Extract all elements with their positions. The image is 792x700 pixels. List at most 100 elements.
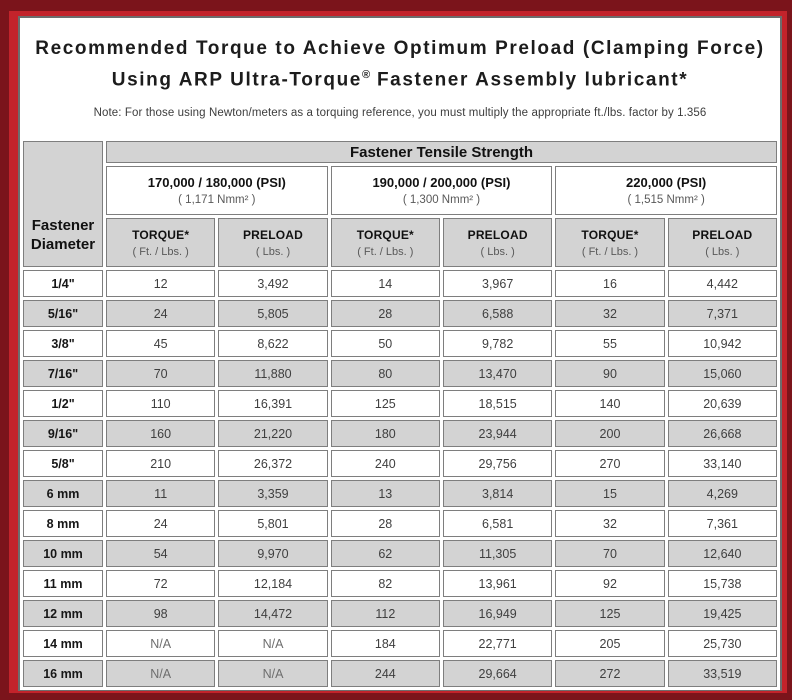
diameter-cell: 11 mm bbox=[23, 570, 103, 597]
page-title-line1: Recommended Torque to Achieve Optimum Pr… bbox=[35, 38, 765, 59]
diameter-cell: 14 mm bbox=[23, 630, 103, 657]
diameter-cell: 5/8" bbox=[23, 450, 103, 477]
value-cell: 15,060 bbox=[667, 360, 777, 387]
torque-table: Fastener Diameter Fastener Tensile Stren… bbox=[20, 138, 780, 690]
diameter-cell: 8 mm bbox=[23, 510, 103, 537]
value-cell: 8,622 bbox=[218, 330, 328, 357]
value-cell: 98 bbox=[106, 600, 216, 627]
value-cell: 55 bbox=[555, 330, 665, 357]
value-cell: 205 bbox=[555, 630, 665, 657]
note-text: Note: For those using Newton/meters as a… bbox=[93, 107, 707, 120]
value-cell: 23,944 bbox=[442, 420, 553, 447]
preload-label-2: PRELOAD bbox=[467, 227, 528, 242]
preload-subheader-2: PRELOAD ( Lbs. ) bbox=[442, 218, 553, 267]
value-cell: 11,305 bbox=[442, 540, 553, 567]
value-cell: N/A bbox=[106, 630, 216, 657]
value-cell: 14 bbox=[330, 270, 440, 297]
preload-unit-3: ( Lbs. ) bbox=[705, 245, 740, 258]
value-cell: 200 bbox=[555, 420, 665, 447]
value-cell: 45 bbox=[106, 330, 216, 357]
title-line2-prefix: Using ARP Ultra-Torque bbox=[111, 69, 362, 91]
torque-unit-1: ( Ft. / Lbs. ) bbox=[132, 245, 189, 258]
value-cell: 26,372 bbox=[218, 450, 328, 477]
torque-unit-3: ( Ft. / Lbs. ) bbox=[581, 245, 639, 258]
table-row: 7/16" 70 11,880 80 13,470 90 15,060 bbox=[23, 360, 777, 387]
value-cell: 24 bbox=[106, 510, 216, 537]
preload-label-3: PRELOAD bbox=[692, 227, 753, 242]
preload-subheader-3: PRELOAD ( Lbs. ) bbox=[667, 218, 777, 267]
table-row: 11 mm 72 12,184 82 13,961 92 15,738 bbox=[23, 570, 777, 597]
value-cell: 7,361 bbox=[667, 510, 777, 537]
value-cell: 15 bbox=[555, 480, 665, 507]
value-cell: 7,371 bbox=[667, 300, 777, 327]
value-cell: 72 bbox=[106, 570, 216, 597]
value-cell: 3,492 bbox=[218, 270, 328, 297]
value-cell: 9,782 bbox=[442, 330, 553, 357]
fastener-diameter-header: Fastener Diameter bbox=[23, 141, 103, 267]
value-cell: 18,515 bbox=[442, 390, 553, 417]
diameter-cell: 9/16" bbox=[23, 420, 103, 447]
value-cell: 210 bbox=[106, 450, 216, 477]
table-row: 1/2" 110 16,391 125 18,515 140 20,639 bbox=[23, 390, 777, 417]
value-cell: N/A bbox=[218, 630, 328, 657]
value-cell: 270 bbox=[555, 450, 665, 477]
diameter-cell: 3/8" bbox=[23, 330, 103, 357]
value-cell: 6,581 bbox=[442, 510, 553, 537]
value-cell: 33,140 bbox=[667, 450, 777, 477]
preload-unit-1: ( Lbs. ) bbox=[255, 245, 291, 258]
value-cell: 29,664 bbox=[442, 660, 553, 687]
value-cell: 6,588 bbox=[442, 300, 553, 327]
preload-subheader-1: PRELOAD ( Lbs. ) bbox=[218, 218, 328, 267]
value-cell: 92 bbox=[555, 570, 665, 597]
content-panel: Recommended Torque to Achieve Optimum Pr… bbox=[18, 16, 782, 691]
table-header: Fastener Diameter Fastener Tensile Stren… bbox=[23, 141, 777, 267]
fastener-diameter-header-line1: Fastener bbox=[31, 217, 95, 234]
psi-header-170-180-label: 170,000 / 180,000 (PSI) bbox=[147, 175, 286, 190]
table-row: 6 mm 11 3,359 13 3,814 15 4,269 bbox=[23, 480, 777, 507]
value-cell: 62 bbox=[330, 540, 440, 567]
value-cell: 3,359 bbox=[218, 480, 328, 507]
value-cell: 5,805 bbox=[218, 300, 328, 327]
value-cell: 9,970 bbox=[218, 540, 328, 567]
value-cell: 70 bbox=[106, 360, 216, 387]
value-cell: 12,640 bbox=[667, 540, 777, 567]
diameter-cell: 7/16" bbox=[23, 360, 103, 387]
value-cell: 4,269 bbox=[667, 480, 777, 507]
tensile-strength-header: Fastener Tensile Strength bbox=[106, 141, 777, 163]
diameter-cell: 1/2" bbox=[23, 390, 103, 417]
psi-header-220-metric: ( 1,515 Nmm² ) bbox=[627, 194, 705, 206]
torque-label-1: TORQUE* bbox=[132, 227, 190, 242]
preload-unit-2: ( Lbs. ) bbox=[480, 245, 515, 258]
title-line2-suffix: Fastener Assembly lubricant* bbox=[370, 69, 689, 91]
value-cell: 54 bbox=[106, 540, 216, 567]
value-cell: 32 bbox=[555, 300, 665, 327]
value-cell: N/A bbox=[106, 660, 216, 687]
registered-trademark-symbol: ® bbox=[361, 69, 371, 81]
page-title-line2: Using ARP Ultra-Torque® Fastener Assembl… bbox=[20, 62, 780, 93]
diameter-cell: 5/16" bbox=[23, 300, 103, 327]
value-cell: 82 bbox=[330, 570, 440, 597]
title-block: Recommended Torque to Achieve Optimum Pr… bbox=[20, 18, 780, 138]
value-cell: 15,738 bbox=[667, 570, 777, 597]
psi-header-220-label: 220,000 (PSI) bbox=[626, 175, 707, 190]
value-cell: 16,391 bbox=[218, 390, 328, 417]
value-cell: 11,880 bbox=[218, 360, 328, 387]
psi-header-190-200: 190,000 / 200,000 (PSI) ( 1,300 Nmm² ) bbox=[330, 166, 553, 215]
value-cell: 90 bbox=[555, 360, 665, 387]
value-cell: 50 bbox=[330, 330, 440, 357]
table-row: 12 mm 98 14,472 112 16,949 125 19,425 bbox=[23, 600, 777, 627]
value-cell: 112 bbox=[330, 600, 440, 627]
value-cell: 13,470 bbox=[442, 360, 553, 387]
value-cell: 12,184 bbox=[218, 570, 328, 597]
value-cell: 125 bbox=[555, 600, 665, 627]
value-cell: 80 bbox=[330, 360, 440, 387]
torque-subheader-1: TORQUE* ( Ft. / Lbs. ) bbox=[106, 218, 216, 267]
psi-header-220: 220,000 (PSI) ( 1,515 Nmm² ) bbox=[555, 166, 777, 215]
value-cell: 70 bbox=[555, 540, 665, 567]
value-cell: 184 bbox=[330, 630, 440, 657]
value-cell: 16,949 bbox=[442, 600, 553, 627]
diameter-cell: 10 mm bbox=[23, 540, 103, 567]
value-cell: 21,220 bbox=[218, 420, 328, 447]
value-cell: 24 bbox=[106, 300, 216, 327]
